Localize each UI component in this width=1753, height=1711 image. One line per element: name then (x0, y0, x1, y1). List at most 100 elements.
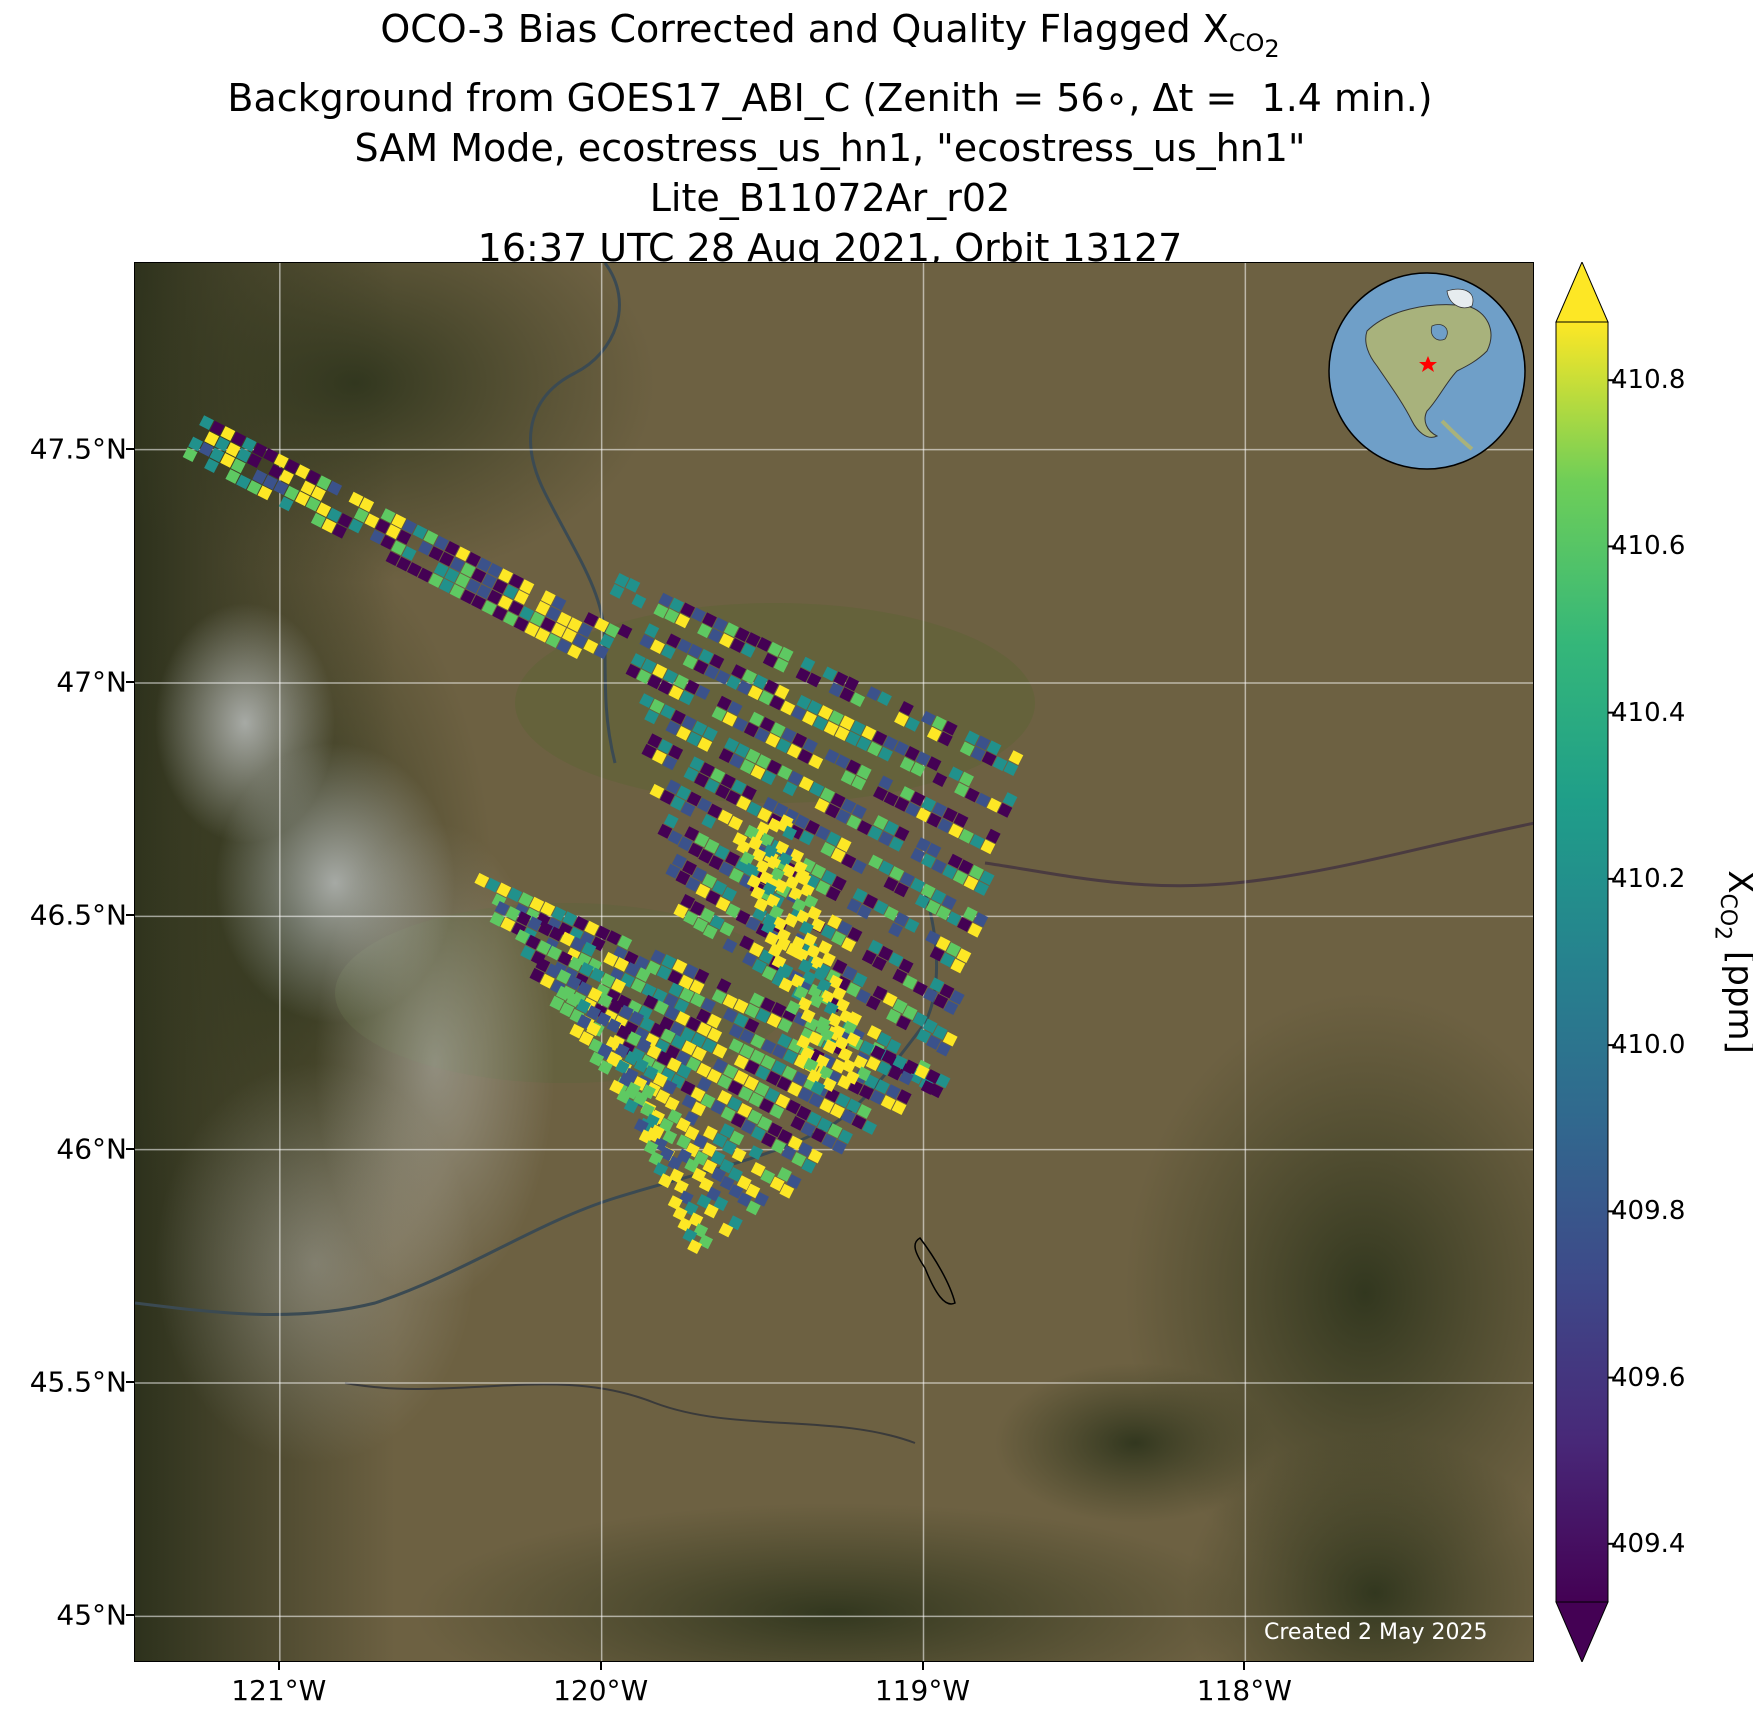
swath-pixel (799, 883, 815, 898)
swath-pixel (771, 1002, 787, 1017)
swath-pixel (805, 819, 820, 835)
swath-pixel (846, 898, 862, 914)
swath-pixel (786, 743, 802, 759)
swath-pixel (949, 990, 965, 1005)
swath-pixel (822, 1039, 838, 1054)
swath-pixel (785, 1099, 801, 1115)
swath-pixel (806, 905, 822, 921)
swath-pixel (614, 573, 630, 588)
swath-pixel (810, 917, 826, 933)
swath-pixel (723, 622, 739, 637)
swath-pixel (766, 855, 782, 871)
swath-pixel (737, 680, 752, 695)
map-panel[interactable] (134, 262, 1534, 1662)
swath-pixel (920, 1080, 936, 1095)
swath-pixel (609, 1079, 625, 1095)
swath-pixel (481, 600, 497, 616)
swath-pixel (698, 1234, 714, 1250)
swath-pixel (656, 1050, 672, 1066)
swath-pixel (925, 1069, 941, 1084)
swath-pixel (698, 1177, 714, 1192)
swath-pixel (771, 1139, 787, 1154)
swath-pixel (815, 825, 831, 841)
swath-pixel (295, 491, 310, 507)
swath-pixel (683, 963, 699, 979)
swath-pixel (818, 705, 833, 720)
swath-pixel (861, 949, 877, 965)
swath-pixel (931, 715, 947, 731)
swath-pixel (671, 709, 686, 725)
swath-pixel (747, 836, 763, 851)
swath-pixel (923, 987, 938, 1003)
title-line-4: Lite_B11072Ar_r02 (649, 176, 1011, 221)
swath-pixel (837, 1047, 853, 1062)
swath-pixel (402, 519, 417, 534)
swath-pixel (821, 951, 836, 967)
swath-pixel (498, 568, 514, 584)
swath-pixel (712, 1132, 728, 1148)
swath-pixel (873, 900, 889, 915)
swath-pixel (412, 524, 428, 540)
swath-pixel (247, 453, 262, 468)
swath-pixel (562, 628, 577, 643)
swath-pixel (844, 676, 860, 692)
swath-pixel (428, 546, 444, 561)
swath-pixel (750, 885, 766, 901)
swath-pixel (788, 770, 803, 786)
swath-pixel (736, 1175, 752, 1191)
swath-pixel (643, 1140, 659, 1156)
swath-pixel (770, 722, 786, 738)
swath-pixel (683, 1201, 699, 1217)
blue-mountains-east (1185, 1433, 1533, 1661)
swath-pixel (777, 1017, 793, 1033)
y-tick-label: 47.5°N (29, 432, 127, 466)
swath-pixel (885, 1084, 901, 1099)
swath-pixel (835, 997, 850, 1013)
swath-pixel (916, 807, 931, 823)
swath-pixel (797, 749, 813, 764)
swath-pixel (744, 1060, 760, 1075)
swath-pixel (728, 1184, 744, 1199)
swath-pixel (673, 903, 689, 919)
swath-pixel (649, 698, 665, 714)
swath-pixel (391, 513, 407, 529)
swath-pixel (775, 1093, 791, 1109)
swath-pixel (922, 1018, 938, 1034)
swath-pixel (722, 1007, 738, 1023)
swath-pixel (667, 830, 683, 845)
swath-pixel (786, 1174, 802, 1189)
swath-pixel (686, 1056, 701, 1072)
swath-pixel (850, 692, 866, 707)
swath-pixel (768, 943, 783, 958)
swath-pixel (671, 1034, 686, 1050)
swath-pixel (746, 874, 762, 889)
swath-pixel (916, 1028, 932, 1044)
swath-pixel (465, 578, 481, 594)
swath-pixel (841, 1058, 857, 1074)
swath-pixel (594, 644, 609, 660)
swath-pixel (722, 711, 738, 727)
swath-pixel (609, 583, 625, 599)
swath-pixel (677, 1217, 693, 1232)
swath-pixel (851, 775, 867, 791)
swath-pixel (241, 437, 257, 452)
swath-pixel (819, 1098, 835, 1114)
swath-pixel (444, 541, 460, 556)
swath-pixel (926, 756, 942, 772)
swath-pixel (684, 679, 700, 695)
swath-pixel (692, 1046, 707, 1062)
swath-pixel (815, 1016, 831, 1031)
swath-pixel (529, 896, 545, 912)
swath-pixel (733, 998, 749, 1014)
swath-pixel (878, 831, 894, 847)
swath-pixel (225, 469, 241, 484)
swath-pixel (689, 979, 705, 995)
swath-pixel (204, 458, 219, 473)
swath-pixel (931, 859, 947, 874)
swath-pixel (691, 607, 706, 623)
swath-pixel (606, 1051, 622, 1067)
swath-pixel (657, 823, 673, 839)
swath-pixel (712, 1058, 728, 1073)
swath-pixel (733, 1070, 749, 1085)
swath-pixel (715, 784, 731, 800)
